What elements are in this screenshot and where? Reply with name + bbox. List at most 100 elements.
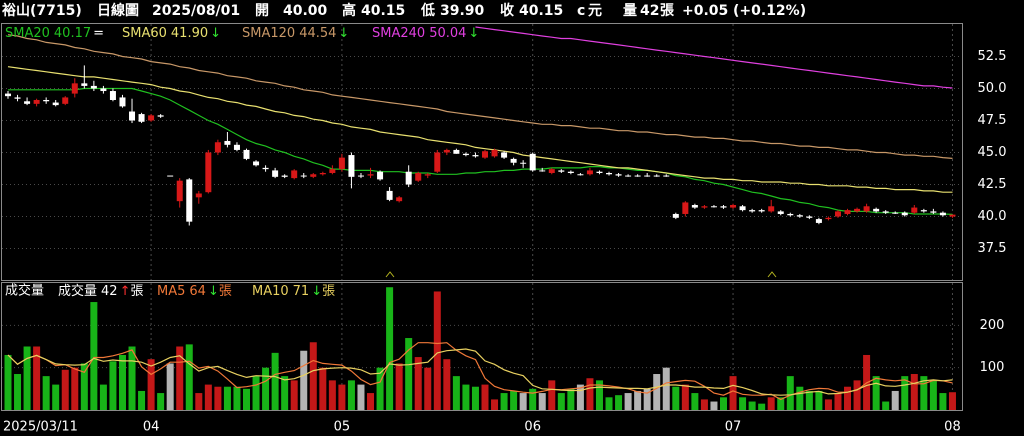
volume-bar [118, 354, 126, 410]
ma-line [8, 87, 953, 215]
candle-body [653, 175, 660, 177]
candle-body [81, 83, 88, 86]
candle-body [129, 111, 136, 121]
legend-name: MA5 [157, 284, 185, 299]
candle-body [453, 149, 460, 154]
volume-bar [271, 352, 279, 410]
candle-body [501, 152, 508, 158]
volume-bar [710, 401, 718, 410]
volume-bar [367, 393, 375, 410]
y-tick-label: 40.0 [978, 209, 1007, 224]
candle-body [205, 152, 212, 193]
y-tick-label: 47.5 [978, 113, 1007, 128]
candle-body [491, 149, 498, 157]
volume-bar [481, 384, 489, 410]
volume-bar [204, 384, 212, 410]
volume-bar [748, 401, 756, 410]
y-tick-label: 52.5 [978, 49, 1007, 64]
legend-trend: = [93, 26, 104, 41]
volume-bar [634, 390, 642, 410]
marker [385, 271, 395, 278]
volume-bar [319, 367, 327, 410]
candle-body [195, 193, 202, 198]
candle-body [319, 172, 326, 175]
candle-body [157, 115, 164, 117]
candle-body [920, 210, 927, 212]
candle-body [873, 208, 880, 212]
header-item: 40.00 [283, 3, 328, 19]
volume-bar [243, 388, 250, 410]
volume-bar [166, 363, 174, 410]
volume-bar [672, 386, 680, 410]
volume-bar [586, 378, 594, 410]
volume-bar [14, 374, 22, 410]
candle-body [787, 213, 794, 216]
candle-body [291, 170, 298, 179]
legend-item: SMA120 44.54 ↓ [242, 26, 349, 41]
volume-bar [853, 380, 861, 410]
header-item: c [577, 3, 585, 19]
volume-bar [815, 390, 823, 410]
candle-body [567, 171, 574, 173]
candle-body [138, 114, 145, 122]
volume-bar [796, 386, 804, 410]
ma-line [7, 66, 953, 193]
candle-body [224, 140, 231, 145]
volume-bar [462, 384, 470, 410]
volume-bar [939, 393, 947, 410]
candle-body [682, 202, 689, 214]
candle-body [901, 212, 908, 216]
legend-trend: ↓ [468, 26, 479, 41]
legend-name: SMA240 [372, 26, 425, 41]
header-item: 開 [255, 3, 269, 19]
legend: SMA20 40.17 = SMA60 41.90 ↓ SMA120 44.54 ↓ SMA240… [5, 26, 479, 299]
candle-body [233, 144, 240, 150]
legend-trend: ↓ [311, 284, 322, 299]
candle-body [710, 206, 717, 208]
candle-body [644, 175, 651, 177]
header-item: 高 [342, 2, 356, 19]
volume-bar [548, 380, 556, 410]
volume-panel [1, 282, 963, 411]
candle-body [863, 206, 870, 212]
candle-body [214, 142, 221, 153]
volume-bar [147, 359, 155, 410]
candle-body [424, 174, 431, 176]
volume-bar [262, 367, 270, 410]
legend-value: 64 [189, 284, 206, 299]
x-tick-label: 07 [725, 420, 742, 435]
header-item: 40.15 [519, 3, 563, 19]
candle-body [558, 170, 565, 172]
legend-unit: 張 [322, 284, 335, 299]
legend-value: 41.90 [171, 26, 208, 41]
candle-body [415, 172, 422, 181]
candle-body [796, 215, 803, 217]
candle-body [720, 206, 727, 208]
legend-item: SMA60 41.90 ↓ [122, 26, 221, 41]
volume-bar [681, 384, 689, 410]
candle-body [14, 97, 21, 99]
candle-body [615, 174, 622, 176]
volume-bar [176, 346, 184, 410]
candle-body [434, 152, 441, 172]
candle-body [777, 211, 784, 214]
volume-bar [357, 384, 365, 410]
volume-bar [538, 393, 546, 410]
candle-body [949, 214, 956, 217]
candle-body [5, 93, 11, 97]
candle-body [33, 99, 40, 104]
candle-body [634, 175, 641, 177]
volume-bar [529, 388, 537, 410]
y-tick-label: 37.5 [978, 241, 1007, 256]
candle-body [62, 97, 69, 104]
candle-body [939, 212, 946, 216]
marker [767, 271, 777, 278]
candle-body [176, 180, 183, 202]
volume-bar [882, 401, 890, 410]
y-tick-label: 45.0 [978, 145, 1007, 160]
candle-body [882, 211, 889, 213]
legend-name: MA10 [252, 284, 289, 299]
candle-body [472, 155, 479, 157]
legend-name: SMA20 [5, 26, 50, 41]
